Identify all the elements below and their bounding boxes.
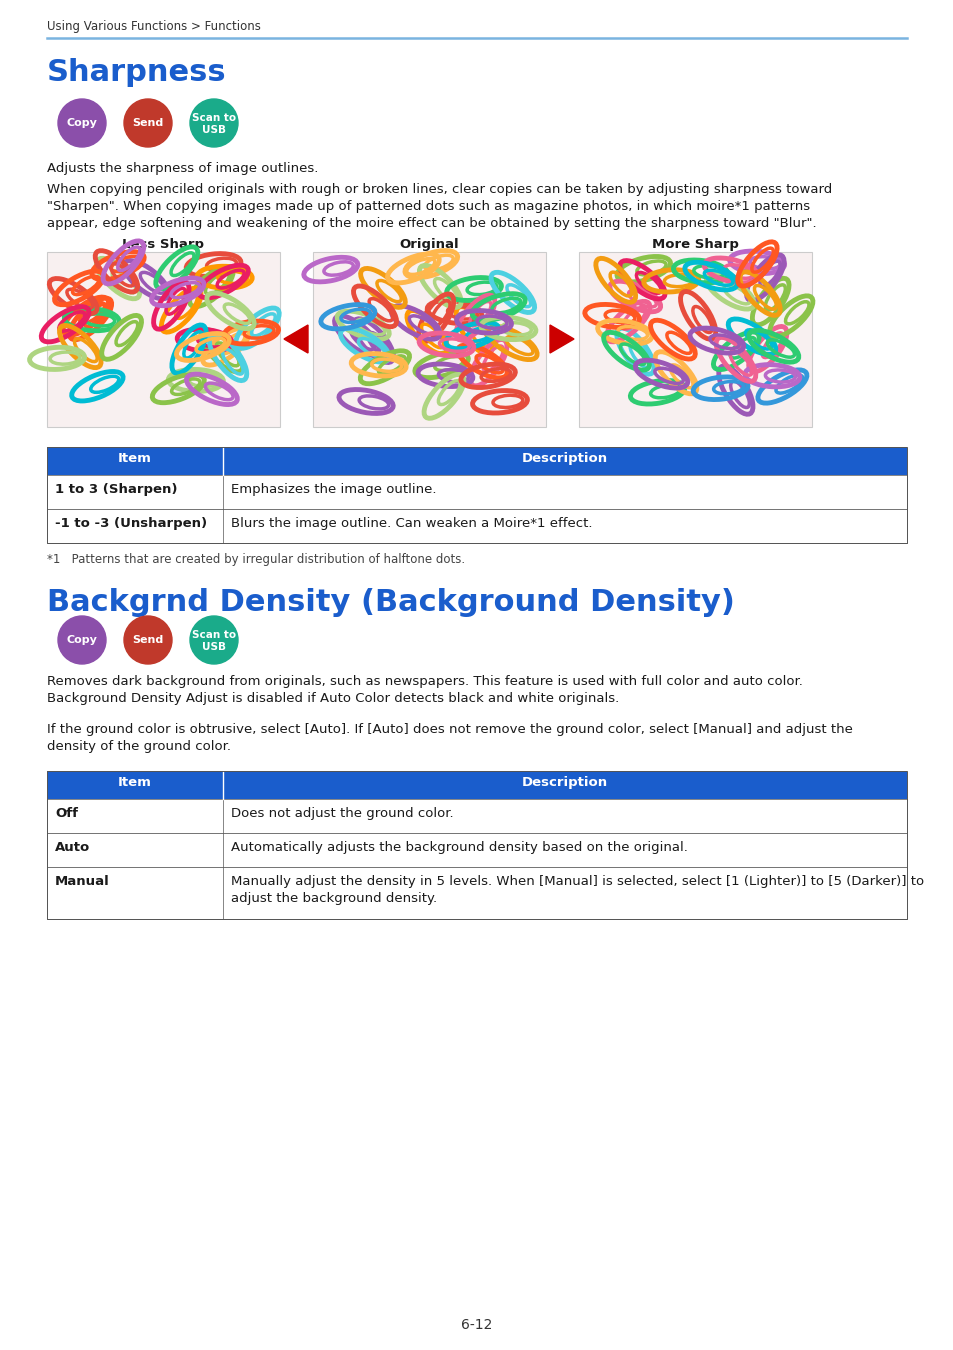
Text: Emphasizes the image outline.: Emphasizes the image outline. — [231, 483, 436, 495]
Text: Description: Description — [521, 452, 607, 464]
Text: USB: USB — [202, 643, 226, 652]
Text: Backgrnd Density (Background Density): Backgrnd Density (Background Density) — [47, 589, 734, 617]
Text: Copy: Copy — [67, 117, 97, 128]
FancyBboxPatch shape — [47, 447, 906, 475]
Text: density of the ground color.: density of the ground color. — [47, 740, 231, 753]
Text: Item: Item — [118, 776, 152, 788]
Text: appear, edge softening and weakening of the moire effect can be obtained by sett: appear, edge softening and weakening of … — [47, 217, 816, 230]
Circle shape — [190, 616, 237, 664]
FancyBboxPatch shape — [313, 252, 545, 427]
Text: Auto: Auto — [55, 841, 91, 855]
Text: Using Various Functions > Functions: Using Various Functions > Functions — [47, 20, 260, 32]
FancyBboxPatch shape — [47, 833, 906, 867]
FancyBboxPatch shape — [47, 799, 906, 833]
Text: Send: Send — [132, 117, 164, 128]
FancyBboxPatch shape — [47, 252, 280, 427]
Text: Does not adjust the ground color.: Does not adjust the ground color. — [231, 807, 453, 819]
FancyBboxPatch shape — [578, 252, 811, 427]
Text: Blurs the image outline. Can weaken a Moire*1 effect.: Blurs the image outline. Can weaken a Mo… — [231, 517, 592, 531]
Text: Background Density Adjust is disabled if Auto Color detects black and white orig: Background Density Adjust is disabled if… — [47, 693, 618, 705]
Text: Manual: Manual — [55, 875, 110, 888]
Text: USB: USB — [202, 126, 226, 135]
Circle shape — [58, 99, 106, 147]
Text: More Sharp: More Sharp — [651, 238, 738, 251]
Text: Off: Off — [55, 807, 78, 819]
Text: Manually adjust the density in 5 levels. When [Manual] is selected, select [1 (L: Manually adjust the density in 5 levels.… — [231, 875, 923, 888]
Text: "Sharpen". When copying images made up of patterned dots such as magazine photos: "Sharpen". When copying images made up o… — [47, 200, 809, 213]
Text: Description: Description — [521, 776, 607, 788]
Circle shape — [58, 616, 106, 664]
FancyBboxPatch shape — [47, 509, 906, 543]
Polygon shape — [284, 325, 308, 352]
FancyBboxPatch shape — [47, 867, 906, 919]
Text: If the ground color is obtrusive, select [Auto]. If [Auto] does not remove the g: If the ground color is obtrusive, select… — [47, 724, 852, 736]
FancyBboxPatch shape — [47, 475, 906, 509]
Text: adjust the background density.: adjust the background density. — [231, 892, 436, 904]
Text: Automatically adjusts the background density based on the original.: Automatically adjusts the background den… — [231, 841, 687, 855]
Text: -1 to -3 (Unsharpen): -1 to -3 (Unsharpen) — [55, 517, 207, 531]
Text: Less Sharp: Less Sharp — [122, 238, 204, 251]
Circle shape — [190, 99, 237, 147]
Text: Removes dark background from originals, such as newspapers. This feature is used: Removes dark background from originals, … — [47, 675, 802, 688]
Text: Adjusts the sharpness of image outlines.: Adjusts the sharpness of image outlines. — [47, 162, 318, 176]
Polygon shape — [550, 325, 574, 352]
Text: 1 to 3 (Sharpen): 1 to 3 (Sharpen) — [55, 483, 177, 495]
Text: *1   Patterns that are created by irregular distribution of halftone dots.: *1 Patterns that are created by irregula… — [47, 554, 465, 566]
Text: Scan to: Scan to — [192, 113, 235, 123]
Text: 6-12: 6-12 — [461, 1318, 492, 1332]
Text: Original: Original — [398, 238, 458, 251]
Text: Copy: Copy — [67, 634, 97, 645]
Text: Sharpness: Sharpness — [47, 58, 227, 86]
Circle shape — [124, 99, 172, 147]
Text: Scan to: Scan to — [192, 630, 235, 640]
Circle shape — [124, 616, 172, 664]
Text: When copying penciled originals with rough or broken lines, clear copies can be : When copying penciled originals with rou… — [47, 184, 831, 196]
Text: Item: Item — [118, 452, 152, 464]
Text: Send: Send — [132, 634, 164, 645]
FancyBboxPatch shape — [47, 771, 906, 799]
